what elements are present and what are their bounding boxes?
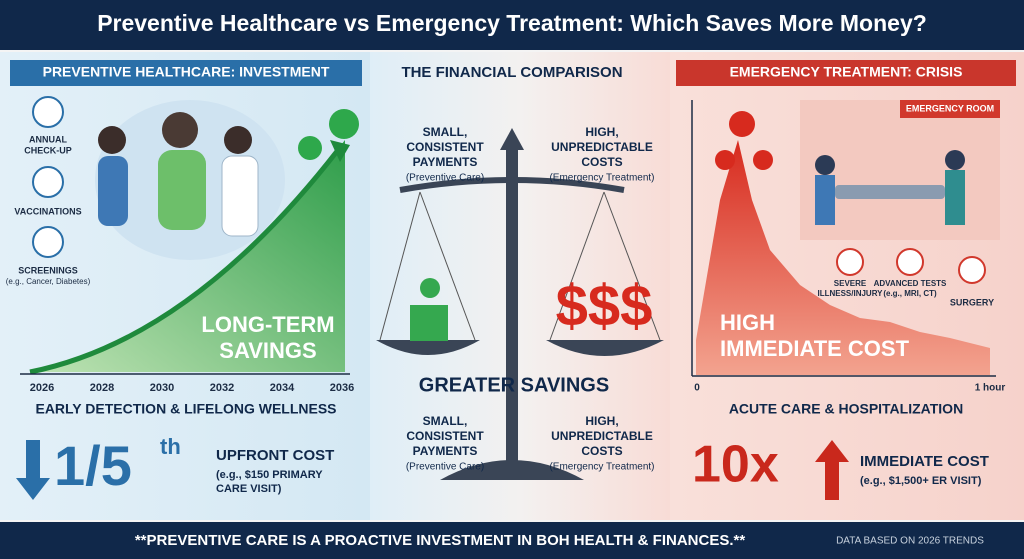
text-line: HIGH,	[585, 414, 618, 428]
text-line: (Emergency Treatment)	[549, 173, 654, 184]
stat-value: 1/5	[54, 434, 132, 497]
footer-source: DATA BASED ON 2026 TRENDS	[836, 536, 984, 547]
year-labels: 2026 2028 2030 2032 2034 2036	[30, 382, 354, 394]
illustration-er	[800, 100, 1000, 240]
icon-label: (e.g., Cancer, Diabetes)	[6, 277, 91, 286]
text-line: COSTS	[581, 155, 622, 169]
left-header: PREVENTIVE HEALTHCARE: INVESTMENT	[43, 64, 330, 80]
stat-label: UPFRONT COST	[216, 447, 334, 464]
left-header-bar	[10, 60, 362, 86]
arrow-head	[330, 140, 350, 162]
icon-label: ANNUAL	[29, 134, 67, 144]
axis-label: 1 hour	[975, 383, 1006, 394]
icon-label: CHECK-UP	[24, 145, 72, 155]
up-arrow	[815, 440, 849, 500]
dollar-signs: $$$	[556, 273, 653, 338]
icon-label: ILLNESS/INJURY	[817, 289, 883, 298]
down-arrow	[16, 440, 50, 500]
icon-tests	[896, 248, 924, 276]
coin	[729, 111, 755, 137]
svg-text:$$$: $$$	[556, 273, 653, 338]
caption: EARLY DETECTION & LIFELONG WELLNESS	[35, 401, 336, 417]
icon-label: SEVERE	[834, 279, 867, 288]
savings-curve	[29, 148, 340, 375]
savings-area	[30, 140, 345, 372]
text-line: (Preventive Care)	[406, 173, 484, 184]
year-label: 2032	[210, 382, 234, 394]
stat-note: (e.g., $150 PRIMARY	[216, 469, 323, 481]
text-line: (Preventive Care)	[406, 462, 484, 473]
right-header: EMERGENCY TREATMENT: CRISIS	[730, 64, 963, 80]
chart-label: HIGH	[720, 310, 775, 335]
center-panel	[370, 52, 670, 520]
text-line: UNPREDICTABLE	[551, 429, 653, 443]
stat-label: IMMEDIATE COST	[860, 453, 989, 470]
icon-label: (e.g., MRI, CT)	[883, 289, 937, 298]
text-line: COSTS	[581, 444, 622, 458]
caption: ACUTE CARE & HOSPITALIZATION	[729, 401, 963, 417]
text-line: CONSISTENT	[406, 140, 484, 154]
scale	[376, 128, 664, 480]
text-line: SMALL,	[423, 414, 468, 428]
footer-message: **PREVENTIVE CARE IS A PROACTIVE INVESTM…	[135, 532, 746, 549]
footer-bar	[0, 522, 1024, 559]
coin	[329, 109, 359, 139]
chart-label: LONG-TERM	[201, 312, 334, 337]
text-line: PAYMENTS	[413, 155, 478, 169]
text-line: (Emergency Treatment)	[549, 462, 654, 473]
stat-note: CARE VISIT)	[216, 483, 282, 495]
axis-label: 0	[694, 383, 700, 394]
coin	[753, 150, 773, 170]
center-header: THE FINANCIAL COMPARISON	[401, 64, 622, 81]
title-bar	[0, 0, 1024, 50]
year-label: 2028	[90, 382, 114, 394]
icon-illness	[836, 248, 864, 276]
stat-value: 10x	[692, 436, 779, 494]
coin-stack	[410, 278, 448, 341]
room-sign: EMERGENCY ROOM	[906, 103, 994, 113]
text-line: PAYMENTS	[413, 444, 478, 458]
cost-area	[696, 140, 990, 375]
right-header-bar	[676, 60, 1016, 86]
year-label: 2034	[270, 382, 295, 394]
icon-checkup	[32, 96, 64, 128]
icon-surgery	[958, 256, 986, 284]
center-middle: GREATER SAVINGS	[419, 374, 609, 396]
text-line: UNPREDICTABLE	[551, 140, 653, 154]
chart-label: SAVINGS	[219, 338, 316, 363]
coin	[715, 150, 735, 170]
year-label: 2030	[150, 382, 174, 394]
icon-vaccine	[32, 166, 64, 198]
icon-label: SURGERY	[950, 297, 994, 307]
year-label: 2026	[30, 382, 54, 394]
illustration-people	[95, 100, 285, 260]
icon-label: SCREENINGS	[18, 265, 78, 275]
text-line: SMALL,	[423, 125, 468, 139]
icon-label: VACCINATIONS	[14, 206, 81, 216]
stat-suffix: th	[160, 434, 181, 459]
text-line: HIGH,	[585, 125, 618, 139]
icon-label: ADVANCED TESTS	[874, 279, 947, 288]
text-line: CONSISTENT	[406, 429, 484, 443]
icon-screening	[32, 226, 64, 258]
year-label: 2036	[330, 382, 354, 394]
chart-label: IMMEDIATE COST	[720, 336, 910, 361]
coin	[298, 136, 322, 160]
stat-note: (e.g., $1,500+ ER VISIT)	[860, 475, 982, 487]
title: Preventive Healthcare vs Emergency Treat…	[97, 10, 927, 36]
